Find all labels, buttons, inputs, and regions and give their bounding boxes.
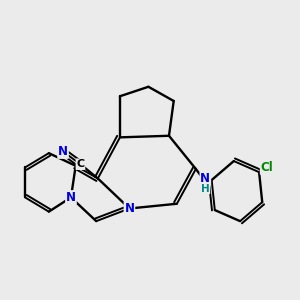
Text: N: N bbox=[124, 202, 134, 215]
Text: N: N bbox=[200, 172, 210, 185]
Text: N: N bbox=[58, 145, 68, 158]
Text: N: N bbox=[66, 191, 76, 204]
Text: H: H bbox=[201, 184, 210, 194]
Text: C: C bbox=[76, 159, 85, 169]
Text: Cl: Cl bbox=[261, 161, 273, 174]
